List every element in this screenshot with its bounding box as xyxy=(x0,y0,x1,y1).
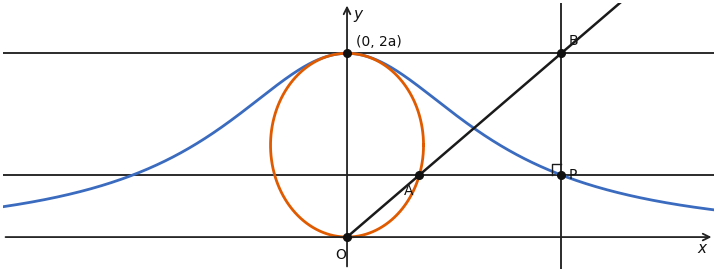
Text: P: P xyxy=(569,168,577,182)
Text: y: y xyxy=(353,7,362,22)
Text: (0, 2a): (0, 2a) xyxy=(356,35,402,49)
Text: A: A xyxy=(404,184,413,198)
Text: O: O xyxy=(336,248,346,262)
Text: x: x xyxy=(698,241,706,256)
Text: B: B xyxy=(569,34,579,48)
